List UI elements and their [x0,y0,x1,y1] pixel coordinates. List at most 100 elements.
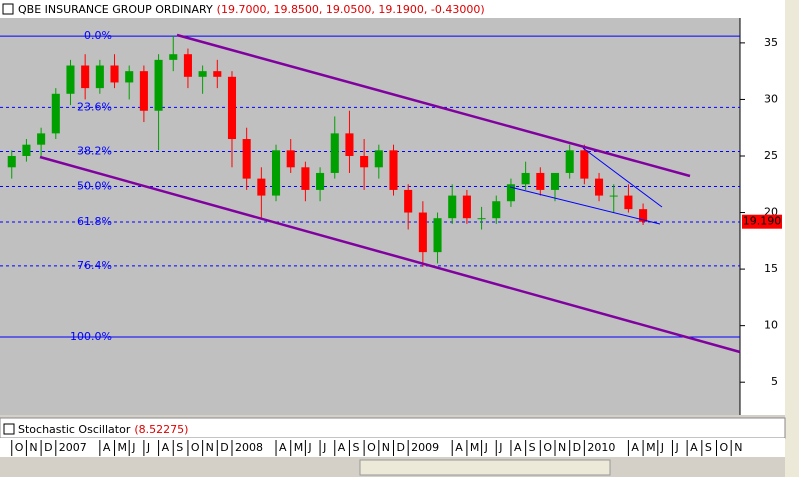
scroll-thumb[interactable] [359,459,611,476]
candle-body [198,71,207,77]
candle-body [169,54,178,60]
candle-body [66,65,75,94]
fib-label: 23.6% [77,100,112,113]
x-tick-label: N [558,441,566,454]
candle-body [345,133,354,156]
candle-body [330,133,339,173]
x-tick-label: D [573,441,581,454]
x-tick-label: J [660,441,664,454]
candle-body [301,167,310,190]
plot-area [0,18,740,415]
y-tick-label: 35 [764,36,778,49]
wedge-line[interactable] [582,147,663,208]
checkbox[interactable] [2,3,14,15]
candle-body [183,54,192,77]
x-tick-label: O [720,441,729,454]
fib-label: 50.0% [77,180,112,193]
candle-body [139,71,148,111]
candle-body [595,178,604,196]
indicator-value: (8.52275) [134,423,188,436]
y-tick-label: 15 [764,262,778,275]
x-tick-label: M [470,441,480,454]
candle-body [506,184,515,202]
candle-body [433,218,442,253]
candle-body [95,65,104,89]
candle-body [110,65,119,83]
x-tick-label: O [367,441,376,454]
x-tick-label: A [514,441,522,454]
wedge-line[interactable] [509,186,661,225]
fib-label: 76.4% [77,259,112,272]
last-price-box [742,214,782,229]
x-tick-label: A [455,441,463,454]
x-tick-label: D [44,441,52,454]
x-tick-label: 2010 [587,441,615,454]
x-tick-label: A [162,441,170,454]
x-tick-label: O [191,441,200,454]
x-tick-label: O [15,441,24,454]
x-tick-label: N [29,441,37,454]
candle-body [521,172,530,185]
x-tick-label: A [103,441,111,454]
candle-body [565,150,574,173]
indicator-name: Stochastic Oscillator [18,423,131,436]
candle-body [37,133,46,145]
last-price-label: 19.190 [743,215,782,228]
candle-body [462,195,471,219]
x-tick-label: M [294,441,304,454]
candle-body [316,172,325,190]
candle-body [286,150,295,168]
title-bar [0,0,785,18]
candle-body [418,212,427,253]
candle-body [360,155,369,168]
trend-channel[interactable] [39,155,741,354]
x-tick-label: N [734,441,742,454]
fib-label: 38.2% [77,144,112,157]
y-tick-label: 5 [771,375,778,388]
x-tick-label: D [396,441,404,454]
y-tick-label: 30 [764,92,778,105]
x-tick-label: N [382,441,390,454]
x-tick-label: J [131,441,135,454]
x-tick-label: A [631,441,639,454]
checkbox[interactable] [3,423,15,435]
candle-body [51,93,60,134]
candle-body [242,139,251,179]
x-tick-label: O [543,441,552,454]
x-tick-label: N [206,441,214,454]
quote: (19.7000, 19.8500, 19.0500, 19.1900, -0.… [217,3,485,16]
fib-label: 61.8% [77,215,112,228]
x-tick-label: J [484,441,488,454]
candle-body [81,65,90,89]
candle-body [7,155,16,168]
candle-body [125,71,134,83]
fib-label: 100.0% [70,330,112,343]
trend-channel[interactable] [176,33,691,178]
x-tick-label: A [279,441,287,454]
candle-body [639,209,648,222]
x-tick-label: J [307,441,311,454]
x-tick-label: J [498,441,502,454]
fib-label: 0.0% [84,29,112,42]
candle-body [477,218,486,220]
x-tick-label: D [220,441,228,454]
x-tick-label: M [646,441,656,454]
candle-body [389,150,398,190]
candle-body [257,178,266,196]
x-tick-label: 2008 [235,441,263,454]
x-axis [0,438,785,457]
candle-body [624,195,633,210]
candle-body [271,150,281,196]
x-tick-label: M [118,441,128,454]
x-tick-label: S [176,441,183,454]
x-tick-label: A [338,441,346,454]
candle-body [22,144,31,156]
toolbar[interactable] [785,0,799,477]
x-tick-label: J [146,441,150,454]
plot: 0.0% 23.6% 38.2% 50.0% 61.8% 76.4% 100.0% [0,29,740,343]
candle-body [374,150,383,168]
candle-body [154,59,163,111]
x-tick-label: 2007 [59,441,87,454]
x-tick-label: S [705,441,712,454]
